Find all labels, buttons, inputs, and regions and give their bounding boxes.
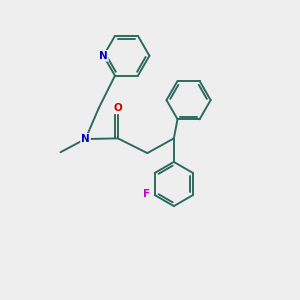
Text: F: F [143, 189, 150, 199]
Text: N: N [99, 51, 108, 61]
Text: N: N [81, 134, 90, 144]
Text: O: O [113, 103, 122, 113]
